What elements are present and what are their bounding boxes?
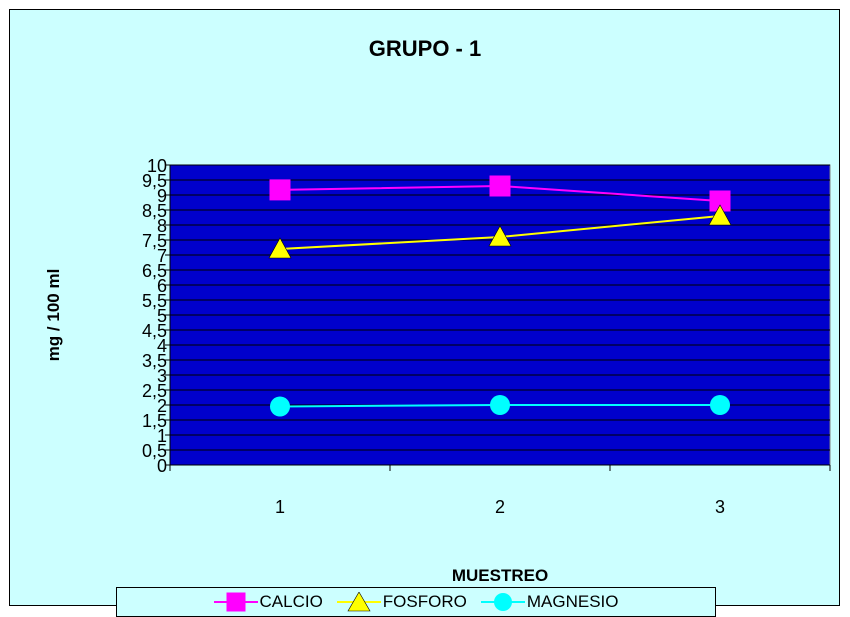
y-tick-label: 6,5 bbox=[142, 261, 167, 281]
data-point-calcio bbox=[269, 179, 291, 201]
y-tick-label: 9 bbox=[157, 186, 167, 206]
y-tick-label: 3,5 bbox=[142, 351, 167, 371]
y-tick-label: 6 bbox=[157, 276, 167, 296]
y-tick-label: 4,5 bbox=[142, 321, 167, 341]
legend-label-magnesio: MAGNESIO bbox=[526, 592, 619, 611]
chart-title: GRUPO - 1 bbox=[368, 36, 482, 61]
y-tick-label: 0 bbox=[157, 456, 167, 476]
x-tick-label: 3 bbox=[715, 497, 725, 517]
y-tick-label: 9,5 bbox=[142, 171, 167, 191]
y-tick-label: 2 bbox=[157, 396, 167, 416]
data-point-fosforo bbox=[488, 225, 512, 247]
data-point-calcio bbox=[489, 175, 511, 197]
data-point-magnesio bbox=[490, 395, 510, 415]
x-tick-label: 2 bbox=[495, 497, 505, 517]
y-tick-label: 5,5 bbox=[142, 291, 167, 311]
data-point-fosforo bbox=[708, 204, 732, 226]
y-tick-label: 2,5 bbox=[142, 381, 167, 401]
x-tick-label: 1 bbox=[275, 497, 285, 517]
x-axis-title: MUESTREO bbox=[451, 566, 549, 585]
legend-label-calcio: CALCIO bbox=[259, 592, 323, 611]
y-tick-label: 8 bbox=[157, 216, 167, 236]
legend-item-fosforo: FOSFORO bbox=[336, 592, 467, 612]
y-tick-label: 7,5 bbox=[142, 231, 167, 251]
y-tick-label: 8,5 bbox=[142, 201, 167, 221]
legend-item-magnesio: MAGNESIO bbox=[480, 592, 619, 612]
y-tick-label: 3 bbox=[157, 366, 167, 386]
legend: CALCIO FOSFORO MAGNESIO bbox=[116, 587, 716, 617]
y-tick-label: 10 bbox=[147, 156, 167, 176]
y-tick-label: 1,5 bbox=[142, 411, 167, 431]
y-tick-label: 7 bbox=[157, 246, 167, 266]
legend-item-calcio: CALCIO bbox=[213, 592, 323, 612]
data-point-fosforo bbox=[268, 237, 292, 259]
data-point-magnesio bbox=[710, 395, 730, 415]
y-tick-label: 4 bbox=[157, 336, 167, 356]
y-tick-label: 0,5 bbox=[142, 441, 167, 461]
y-tick-label: 1 bbox=[157, 426, 167, 446]
legend-marker-fosforo bbox=[336, 592, 381, 612]
y-tick-label: 5 bbox=[157, 306, 167, 326]
legend-marker-magnesio bbox=[480, 593, 525, 611]
legend-label-fosforo: FOSFORO bbox=[382, 592, 467, 611]
legend-marker-calcio bbox=[213, 592, 258, 612]
data-point-magnesio bbox=[270, 396, 290, 417]
